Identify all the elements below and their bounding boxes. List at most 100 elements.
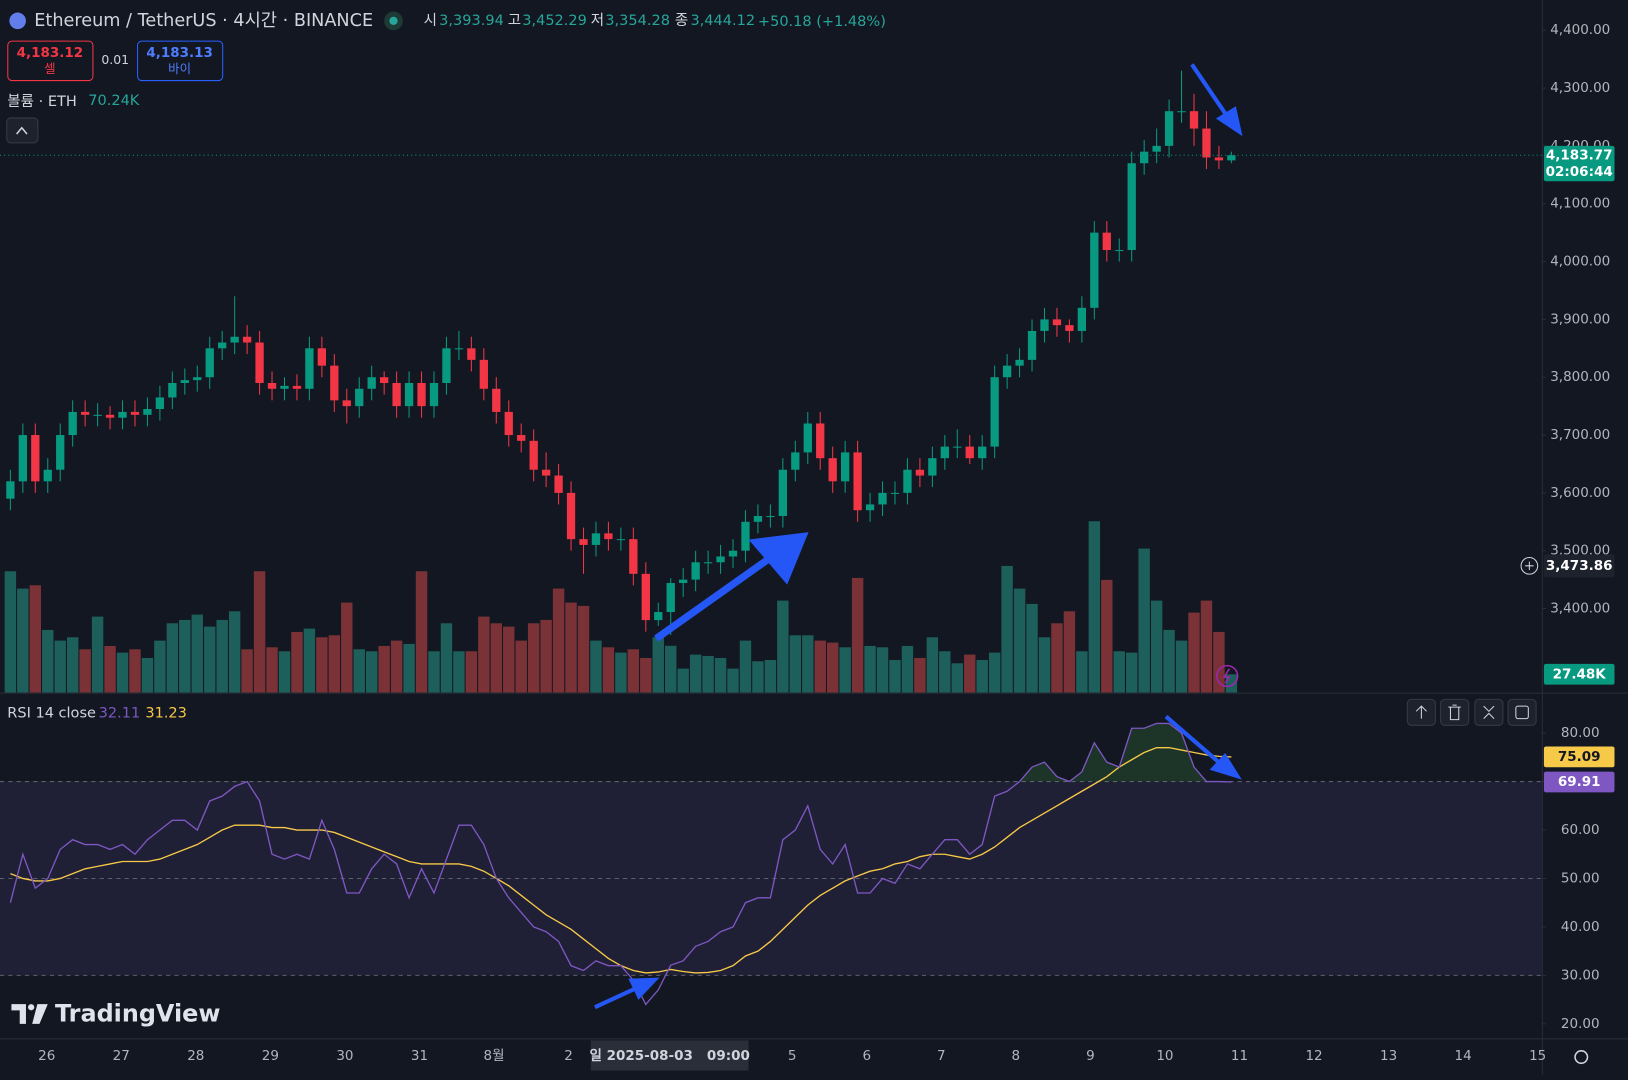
candle-body [1015, 359, 1024, 366]
candle-body [380, 377, 389, 383]
candle-body [978, 446, 987, 459]
volume-bar [527, 623, 540, 693]
volume-bar [191, 614, 203, 693]
volume-bar [727, 668, 739, 693]
axis-layer: 3,400.003,500.003,600.003,700.003,800.00… [1520, 22, 1615, 1032]
volume-bar [826, 642, 839, 693]
volume-bar [453, 651, 465, 693]
candle-body [1164, 111, 1174, 146]
x-tick-label: 14 [1455, 1048, 1472, 1064]
volume-bar [640, 657, 652, 693]
x-tick-label: 6 [862, 1048, 871, 1064]
y-tick-label: 3,600.00 [1550, 485, 1610, 501]
candle-body [429, 382, 439, 407]
candle-body [31, 435, 40, 482]
close-label: 종 [675, 13, 688, 29]
candle-body [1189, 111, 1199, 129]
volume-legend-value: 70.24K [88, 93, 140, 109]
x-tick-label: 5 [788, 1048, 797, 1064]
candle-body [554, 475, 563, 493]
y-tick-label: 3,400.00 [1550, 601, 1610, 617]
logo-mark [28, 1004, 35, 1011]
volume-last-label: 27.48K [1553, 666, 1607, 682]
alert-button[interactable] [1216, 664, 1239, 688]
candle-body [541, 469, 551, 476]
volume-bar [577, 605, 590, 693]
add-alert-button[interactable] [1520, 557, 1539, 575]
candle-body [890, 492, 900, 494]
volume-bar [964, 654, 976, 693]
candle-body [504, 411, 513, 436]
candle-body [1027, 330, 1037, 360]
price-marker-box [1543, 554, 1615, 578]
volume-bar [104, 645, 116, 693]
rsi-legend-value: 32.11 [99, 705, 141, 721]
volume-bar [204, 626, 216, 693]
rsi-y-tick-label: 80.00 [1561, 725, 1600, 741]
maximize-button[interactable] [1507, 698, 1537, 726]
candle-body [1177, 111, 1186, 113]
candle-body [467, 348, 476, 360]
buy-button[interactable] [137, 40, 224, 82]
volume-bar [1138, 548, 1150, 693]
candle-body [566, 492, 576, 540]
volume-bar [253, 571, 266, 693]
collapse-pane-icon [1483, 705, 1495, 719]
x-tick-label: 13 [1380, 1048, 1397, 1064]
settings-button[interactable] [1574, 1050, 1589, 1065]
volume-bar [1101, 579, 1113, 693]
volume-bar [876, 647, 889, 693]
x-tick-label: 26 [38, 1048, 55, 1064]
close-value: 3,444.12 [690, 13, 755, 29]
delete-button[interactable] [1440, 698, 1470, 726]
candle-body [1115, 249, 1124, 252]
candle-body [317, 348, 327, 366]
volume-bar [179, 619, 191, 693]
symbol-title: Ethereum / TetherUS · 4시간 · BINANCE [34, 10, 373, 31]
candle-layer [0, 70, 1542, 635]
add-alert-icon [1525, 561, 1534, 570]
candle-body [529, 440, 538, 470]
volume-bar [478, 616, 490, 693]
open-label: 시 [424, 13, 437, 29]
candle-body [679, 579, 688, 584]
sell-button[interactable] [7, 40, 94, 82]
candle-body [1152, 145, 1161, 152]
collapse-button[interactable] [6, 117, 39, 144]
volume-bar [627, 649, 640, 693]
candle-body [205, 348, 214, 378]
candle-body [903, 469, 912, 493]
volume-bar [752, 661, 764, 693]
volume-bar [216, 619, 228, 693]
volume-bar [802, 635, 814, 693]
rsi-layer [0, 722, 1542, 1006]
candle-body [865, 504, 875, 511]
volume-bar [79, 649, 91, 693]
volume-bar [914, 657, 926, 693]
volume-bar [652, 637, 664, 693]
candle-body [292, 385, 302, 389]
candle-body [1002, 365, 1012, 378]
candle-body [616, 539, 626, 541]
candle-body [492, 388, 501, 412]
candle-body [1227, 155, 1236, 161]
candle-body [1065, 325, 1074, 331]
candle-body [816, 423, 825, 459]
volume-bar [390, 640, 403, 693]
volume-layer [4, 521, 1238, 693]
collapse-pane-button[interactable] [1474, 698, 1504, 726]
volume-bar [353, 649, 365, 693]
volume-bar [702, 655, 714, 693]
arrow-head [628, 977, 660, 1000]
volume-bar [1150, 600, 1163, 693]
volume-bar [552, 588, 565, 693]
candle-body [666, 583, 675, 613]
volume-bar [241, 649, 253, 693]
candle-body [940, 446, 949, 459]
rsi-y-tick-label: 50.00 [1561, 870, 1600, 886]
candle-body [180, 380, 189, 383]
candle-body [155, 397, 165, 410]
volume-bar [428, 651, 440, 693]
candle-body [193, 377, 202, 381]
x-tick-label: 2 [564, 1048, 573, 1064]
